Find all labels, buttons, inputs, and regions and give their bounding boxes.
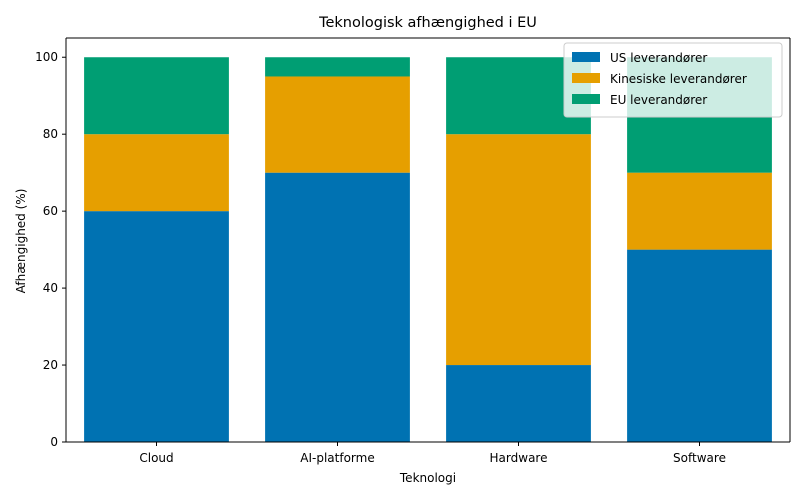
bars-group [84,57,772,442]
y-tick-label: 40 [43,281,58,295]
axes-group: 0 20 40 60 80 100 Cloud AI-platforme Hardware Sof… [35,37,791,465]
bar-ai-platforme-series-1 [265,76,410,173]
legend-label: US leverandører [610,51,707,65]
bar-ai-platforme-series-2 [265,57,410,77]
bar-cloud-series-1 [84,134,229,212]
legend: US leverandører Kinesiske leverandører EU … [563,42,783,118]
chart-title: Teknologisk afhængighed i EU [318,15,537,31]
x-tick-label: Cloud [139,451,173,465]
y-tick-label: 100 [35,50,58,64]
bar-cloud-series-0 [84,211,229,442]
legend-swatch [572,52,600,62]
y-tick-label: 80 [43,127,58,141]
y-tick-label: 20 [43,358,58,372]
y-axis-label: Afhængighed (%) [14,189,28,294]
bar-software-series-1 [627,172,772,250]
legend-box [563,42,783,118]
y-tick-label: 0 [50,435,58,449]
legend-swatch [572,73,600,83]
legend-label: EU leverandører [610,93,707,107]
legend-label: Kinesiske leverandører [610,72,747,86]
bar-hardware-series-0 [446,365,591,442]
x-tick-label: Hardware [490,451,548,465]
x-tick-label: AI-platforme [300,451,374,465]
bar-software-series-0 [627,249,772,442]
bar-hardware-series-1 [446,134,591,366]
y-tick-label: 60 [43,204,58,218]
x-tick-label: Software [673,451,726,465]
x-axis-label: Teknologi [399,471,456,485]
legend-swatch [572,94,600,104]
bar-cloud-series-2 [84,57,229,135]
bar-ai-platforme-series-0 [265,172,410,442]
